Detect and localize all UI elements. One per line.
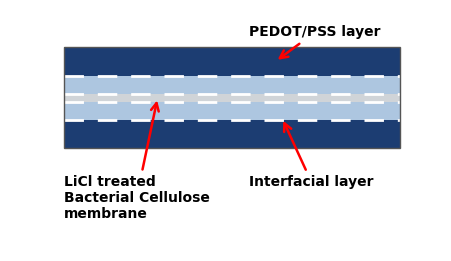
Bar: [63, 75, 399, 94]
Bar: [63, 94, 399, 102]
Bar: [63, 48, 399, 75]
Bar: [63, 48, 399, 148]
Text: Interfacial layer: Interfacial layer: [249, 123, 373, 189]
Bar: [63, 120, 399, 148]
Text: LiCl treated
Bacterial Cellulose
membrane: LiCl treated Bacterial Cellulose membran…: [63, 103, 209, 221]
Bar: [63, 102, 399, 120]
Text: PEDOT/PSS layer: PEDOT/PSS layer: [249, 25, 380, 58]
